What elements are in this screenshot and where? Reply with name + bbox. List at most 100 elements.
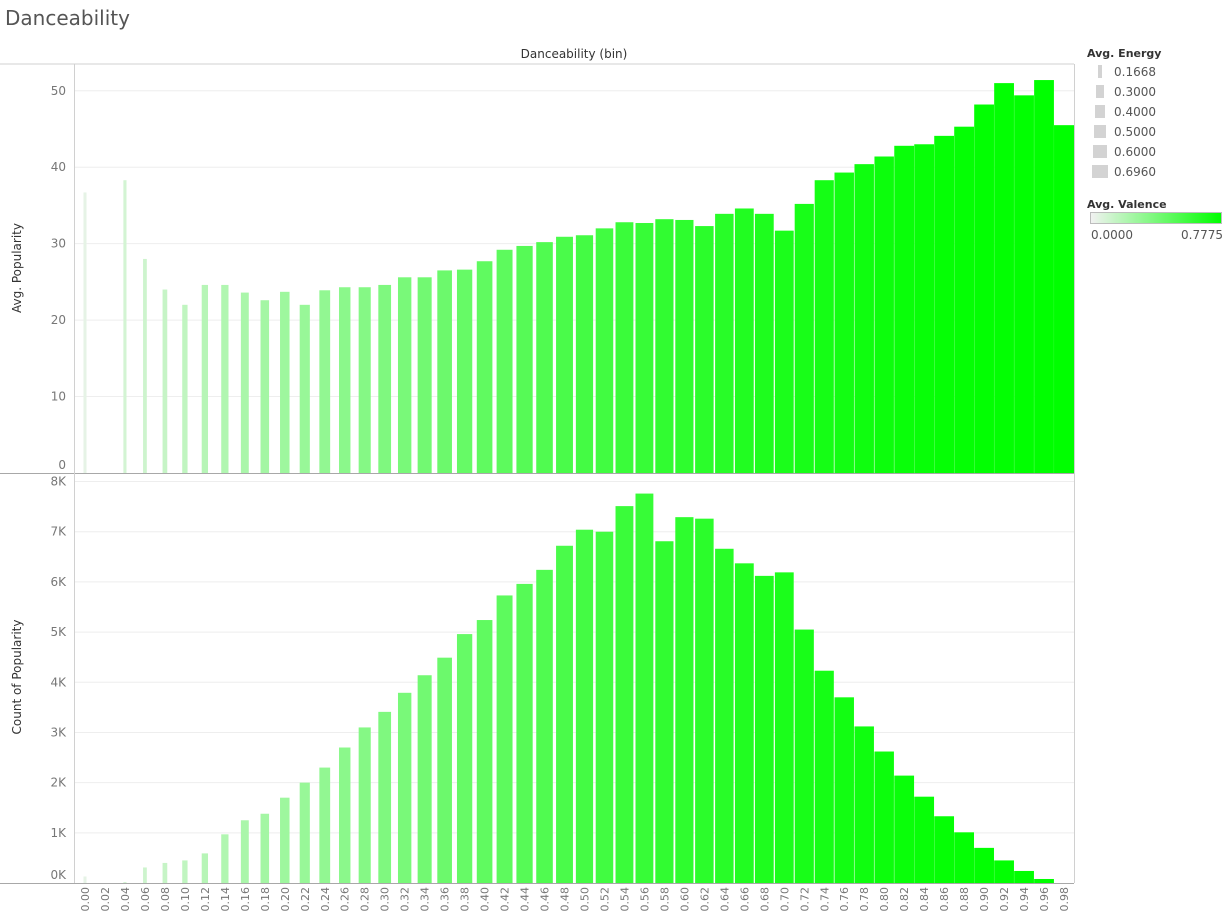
count-bar[interactable] — [754, 575, 774, 883]
count-bar[interactable] — [201, 853, 209, 883]
count-bar[interactable] — [1034, 878, 1054, 883]
count-bar[interactable] — [854, 726, 874, 883]
count-bar[interactable] — [437, 657, 452, 883]
popularity-bar[interactable] — [536, 242, 553, 473]
count-bar[interactable] — [914, 796, 935, 883]
count-bar[interactable] — [221, 834, 229, 883]
popularity-ytick-label: 40 — [51, 160, 66, 174]
count-bar[interactable] — [994, 860, 1014, 883]
popularity-bar[interactable] — [319, 290, 331, 473]
count-bar[interactable] — [358, 727, 371, 883]
popularity-bar[interactable] — [496, 249, 513, 473]
popularity-bar[interactable] — [221, 284, 229, 473]
count-bar[interactable] — [575, 529, 594, 883]
popularity-bar[interactable] — [182, 304, 188, 473]
count-bar[interactable] — [496, 595, 513, 883]
popularity-bar[interactable] — [456, 269, 473, 473]
count-bar[interactable] — [123, 881, 127, 883]
count-bar[interactable] — [834, 697, 854, 883]
popularity-bar[interactable] — [417, 277, 432, 473]
popularity-bar[interactable] — [834, 172, 854, 473]
popularity-bar[interactable] — [123, 180, 127, 473]
popularity-bar[interactable] — [774, 230, 794, 473]
popularity-bar[interactable] — [83, 192, 87, 473]
count-bar[interactable] — [615, 506, 634, 883]
popularity-bar[interactable] — [162, 289, 168, 473]
popularity-bar[interactable] — [675, 219, 694, 473]
count-bar[interactable] — [934, 816, 955, 883]
popularity-bar[interactable] — [854, 164, 874, 474]
count-bar[interactable] — [516, 583, 533, 883]
popularity-bar[interactable] — [754, 213, 774, 474]
count-bar[interactable] — [240, 820, 249, 883]
count-bar[interactable] — [894, 775, 915, 883]
count-bar[interactable] — [655, 541, 674, 883]
count-bar[interactable] — [476, 620, 493, 883]
count-bar[interactable] — [675, 517, 694, 883]
count-bar[interactable] — [814, 670, 834, 883]
popularity-bar[interactable] — [280, 291, 290, 473]
count-bar[interactable] — [397, 692, 412, 883]
popularity-bar[interactable] — [476, 261, 493, 473]
count-bar[interactable] — [83, 876, 87, 883]
popularity-bar[interactable] — [635, 223, 654, 473]
popularity-bar[interactable] — [358, 287, 371, 473]
popularity-bar[interactable] — [143, 258, 147, 473]
popularity-bar[interactable] — [695, 226, 714, 473]
count-bar[interactable] — [595, 531, 614, 883]
popularity-bar[interactable] — [814, 180, 834, 473]
popularity-bar[interactable] — [240, 292, 249, 473]
count-bar[interactable] — [635, 493, 654, 883]
count-bar[interactable] — [280, 797, 290, 883]
popularity-bar[interactable] — [201, 284, 209, 473]
popularity-bar[interactable] — [299, 304, 310, 473]
count-bar[interactable] — [556, 545, 573, 883]
popularity-bar[interactable] — [595, 228, 614, 473]
danceability-chart: Danceability (bin) Avg. Popularity Count… — [0, 47, 1075, 912]
popularity-bar[interactable] — [894, 145, 915, 474]
popularity-bar[interactable] — [1054, 125, 1074, 474]
count-bar[interactable] — [182, 860, 188, 883]
count-bar[interactable] — [695, 518, 714, 883]
count-bar[interactable] — [774, 572, 794, 883]
popularity-bar[interactable] — [734, 208, 754, 473]
popularity-bar[interactable] — [575, 235, 594, 473]
popularity-bar[interactable] — [260, 300, 270, 473]
count-bar[interactable] — [299, 782, 310, 883]
count-bar[interactable] — [162, 862, 168, 883]
popularity-bar[interactable] — [1034, 80, 1054, 474]
popularity-bar[interactable] — [339, 287, 351, 473]
count-bar[interactable] — [319, 767, 331, 883]
popularity-bar[interactable] — [437, 270, 452, 473]
popularity-bar[interactable] — [715, 213, 734, 474]
popularity-bar[interactable] — [954, 126, 975, 473]
count-bar[interactable] — [794, 629, 814, 883]
count-bar[interactable] — [339, 747, 351, 883]
count-bar[interactable] — [417, 675, 432, 883]
popularity-bar[interactable] — [655, 219, 674, 473]
count-bar[interactable] — [954, 832, 975, 883]
count-bar[interactable] — [715, 548, 734, 883]
count-bar[interactable] — [974, 847, 994, 883]
popularity-bar[interactable] — [914, 144, 935, 473]
popularity-bar[interactable] — [516, 245, 533, 473]
count-bar[interactable] — [734, 563, 754, 883]
count-bar[interactable] — [378, 711, 392, 883]
count-bar[interactable] — [1014, 870, 1034, 883]
popularity-bar[interactable] — [378, 284, 392, 473]
count-bar[interactable] — [456, 634, 473, 883]
popularity-bar[interactable] — [615, 222, 634, 473]
popularity-bar[interactable] — [794, 203, 814, 473]
popularity-bar[interactable] — [934, 135, 955, 473]
count-bar[interactable] — [536, 569, 553, 883]
popularity-bar[interactable] — [874, 156, 894, 473]
x-tick-label: 0.10 — [179, 887, 192, 912]
popularity-bar[interactable] — [1014, 95, 1034, 473]
count-bar[interactable] — [874, 751, 894, 883]
popularity-bar[interactable] — [397, 277, 412, 473]
popularity-bar[interactable] — [994, 83, 1014, 473]
popularity-bar[interactable] — [556, 236, 573, 473]
count-bar[interactable] — [260, 813, 270, 883]
popularity-bar[interactable] — [974, 104, 994, 473]
count-bar[interactable] — [143, 867, 147, 883]
